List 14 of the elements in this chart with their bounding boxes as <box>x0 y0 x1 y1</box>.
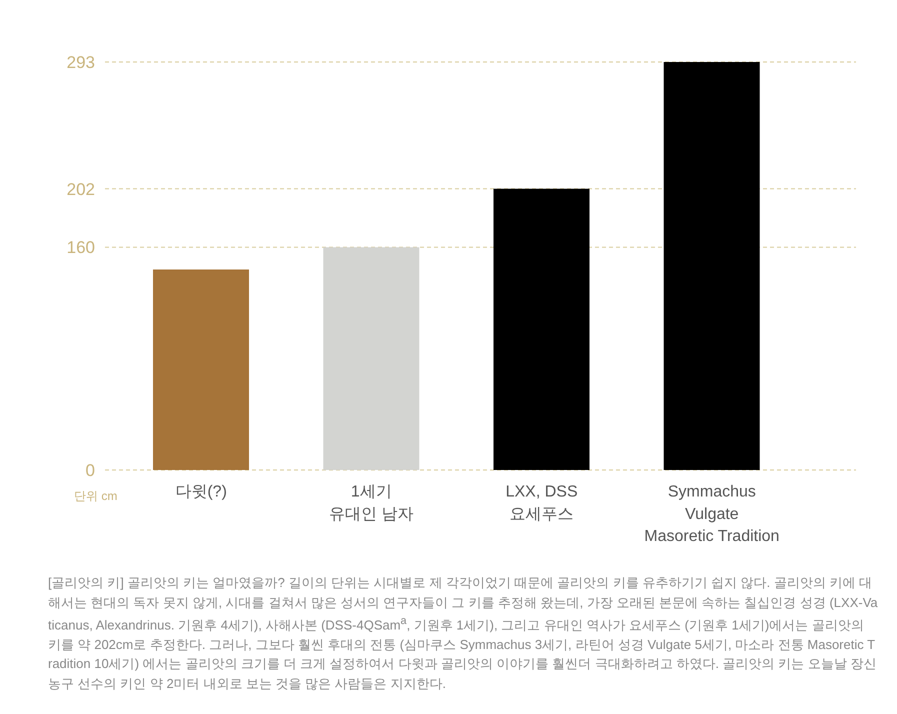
bar <box>323 247 420 470</box>
y-tick-label: 160 <box>66 238 95 258</box>
bar <box>494 188 590 470</box>
bar <box>153 269 249 470</box>
text: 단위 cm <box>74 488 118 505</box>
x-tick-label: 1세기 유대인 남자 <box>329 483 414 523</box>
x-tick-label: 다윗(?) <box>175 483 227 500</box>
bar <box>664 62 760 470</box>
y-tick-label: 202 <box>66 180 95 199</box>
y-tick-label: 293 <box>66 53 95 72</box>
text: [골리앗의 키] 골리앗의 키는 얼마였을까? 길이의 단위는 시대별로 제 각각이었기 때문에 골리앗의 키를 유추하기기 쉽지 않다. 골리앗의 키에 대해서는 현대의 독자 못지 않게, 시대를 걸쳐서 많은 성서의 연구자들이 그 키를 추정해 왔는데, 가장 오래된 본문에 속하는 칠십인경 성경 (LXX-Vaticanus, Alexandrinus. 기원후 4세기), 사해사본 (DSS-4QSam$^{a}$, 기원후 1세기), 그리고 유대인 역사가 요세푸스 (기원후 1세기)에서는 골리앗의 키를 약 202cm로 추정한다. 그러나, 그보다 훨씬 후대의 전통 (심마쿠스 Symmachus 3세기, 라틴어 성경 Vulgate 5세기, 마소라 전통 Masoretic Tradition 10세기) 에서는 골리앗의 크기를 더 크게 설정하여서 다윗과 골리앗의 이야기를 훨씬더 극대화하려고 하였다. 골리앗의 키는 오늘날 장신 농구 선수의 키인 약 2미터 내외로 보는 것을 많은 사람들은 지지한다. <box>48 574 878 693</box>
x-tick-label: Symmachus Vulgate Masoretic Tradition <box>644 483 780 546</box>
x-tick-label: LXX, DSS 요세푸스 <box>506 483 578 523</box>
y-tick-label: 0 <box>86 461 95 480</box>
